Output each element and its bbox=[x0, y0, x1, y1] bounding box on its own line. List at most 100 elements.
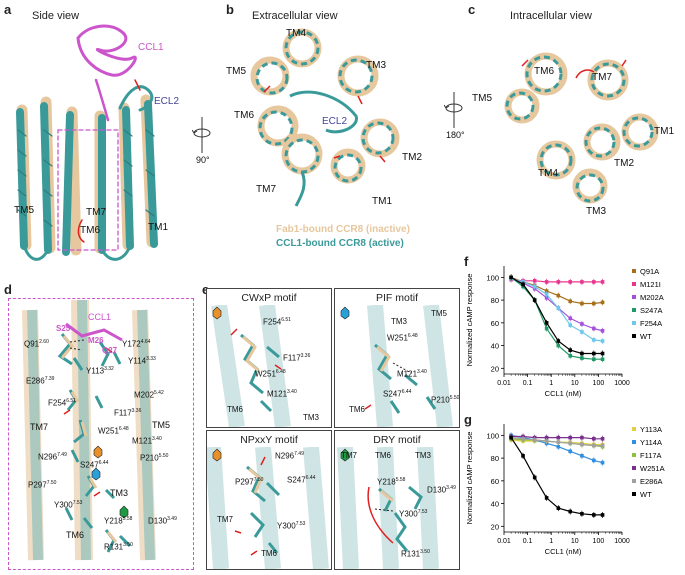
legend-marker bbox=[632, 427, 636, 431]
legend-label: F254A bbox=[640, 319, 662, 328]
res-s247: S2476.44 bbox=[80, 460, 109, 470]
res-y113: Y1133.32 bbox=[86, 366, 114, 376]
dry-label-2: D1303.49 bbox=[427, 485, 456, 495]
pif-label-1: W2516.48 bbox=[387, 333, 418, 343]
chart-g: 20 40 60 80 100 0.01 0.1 1 10 100 1000 CCL1 (nM) Nor… bbox=[465, 424, 665, 556]
data-point-wt bbox=[556, 506, 561, 510]
panel-d-frame bbox=[8, 298, 194, 570]
dry-tm-1: TM7 bbox=[341, 451, 357, 460]
npxxy-label-1: N2967.49 bbox=[275, 451, 304, 461]
motif-dry-art bbox=[337, 447, 439, 569]
res-w251: W2516.48 bbox=[98, 426, 129, 436]
data-point-f254a bbox=[568, 323, 573, 327]
panel-b-tm1: TM1 bbox=[372, 196, 392, 207]
data-point-m202a bbox=[600, 329, 605, 333]
x-tick-label: 1 bbox=[549, 380, 553, 387]
panel-d-tm3: TM3 bbox=[110, 488, 128, 498]
y-tick-label: 20 bbox=[491, 522, 499, 531]
motif-cwxp-title: CWxP motif bbox=[241, 292, 297, 304]
panel-b-tm2: TM2 bbox=[402, 152, 422, 163]
panel-c-tm4: TM4 bbox=[538, 168, 558, 179]
res-y114: Y1143.33 bbox=[128, 356, 156, 366]
pif-tm-2: TM5 bbox=[431, 309, 447, 318]
x-axis-label: CCL1 (nM) bbox=[545, 389, 582, 398]
data-point-e286a bbox=[568, 441, 573, 446]
data-point-wt bbox=[592, 513, 596, 517]
panel-c-tm6: TM6 bbox=[534, 66, 554, 77]
cwxp-tm-2: TM3 bbox=[303, 413, 319, 422]
legend-marker bbox=[632, 334, 636, 338]
panel-b-tm4: TM4 bbox=[286, 28, 306, 39]
x-tick-label: 100 bbox=[593, 380, 605, 387]
panel-b-ecl2: ECL2 bbox=[322, 116, 348, 127]
y-tick-label: 60 bbox=[491, 477, 499, 486]
panel-g-letter: g bbox=[464, 412, 472, 427]
data-point-f254a bbox=[556, 306, 561, 310]
data-point-wt bbox=[580, 512, 584, 516]
motif-dry: DRY motif Y2185.58 D1303.49 Y3007.53 R13… bbox=[334, 430, 460, 570]
res-p297: P2977.50 bbox=[28, 480, 57, 490]
x-axis-label: CCL1 (nM) bbox=[545, 547, 582, 556]
panel-a-tm6: TM6 bbox=[80, 225, 100, 236]
res-f254: F2546.51 bbox=[48, 398, 76, 408]
res-m202: M2025.42 bbox=[134, 390, 164, 400]
legend-label: Y113A bbox=[640, 425, 662, 434]
panel-d-tm6: TM6 bbox=[66, 530, 84, 540]
rotate-180-label: 180° bbox=[446, 130, 465, 140]
npxxy-tm-1: TM7 bbox=[217, 515, 233, 524]
res-y172: Y1724.64 bbox=[122, 339, 151, 349]
legend-marker bbox=[632, 282, 636, 286]
data-point-wt bbox=[532, 298, 537, 302]
motif-dry-title: DRY motif bbox=[373, 434, 421, 446]
data-point-y114a bbox=[592, 458, 596, 463]
rotate-90-icon bbox=[192, 117, 211, 153]
data-point-e286a bbox=[521, 436, 525, 441]
data-point-y114a bbox=[568, 449, 573, 454]
motif-npxxy-art bbox=[207, 447, 329, 569]
data-point-wt bbox=[521, 282, 525, 286]
legend-marker bbox=[632, 440, 636, 444]
dry-label-4: R1313.50 bbox=[401, 549, 430, 559]
y-tick-label: 40 bbox=[491, 342, 499, 351]
rotate-90-label: 90° bbox=[196, 155, 210, 165]
panel-a-ecl2-label: ECL2 bbox=[154, 96, 180, 107]
pif-tm-3: TM6 bbox=[349, 405, 365, 414]
panel-d-tm5: TM5 bbox=[152, 420, 170, 430]
data-point-q91a bbox=[568, 299, 573, 304]
legend-active: CCL1-bound CCR8 (active) bbox=[276, 238, 404, 249]
res-q91: Q912.60 bbox=[24, 339, 49, 349]
legend-label: W251A bbox=[640, 464, 665, 473]
panel-a-tm7: TM7 bbox=[86, 207, 106, 218]
x-tick-label: 1 bbox=[549, 538, 553, 545]
pif-label-2: M1213.40 bbox=[397, 369, 427, 379]
legend-label: WT bbox=[640, 490, 652, 499]
res-p210: P2105.50 bbox=[140, 453, 169, 463]
npxxy-label-3: S2476.44 bbox=[287, 475, 316, 485]
data-point-m202a bbox=[544, 296, 549, 300]
data-point-wt bbox=[544, 321, 549, 325]
side-view-structure bbox=[16, 24, 158, 261]
data-point-y114a bbox=[556, 444, 561, 449]
dry-tm-3: TM3 bbox=[415, 451, 431, 460]
legend-marker bbox=[632, 466, 636, 470]
panel-e-letter: e bbox=[202, 282, 209, 297]
panel-c-tm3: TM3 bbox=[586, 206, 606, 217]
dry-label-1: Y2185.58 bbox=[377, 477, 406, 487]
data-point-f254a bbox=[592, 338, 596, 342]
legend-marker bbox=[632, 308, 636, 312]
data-point-wt bbox=[521, 454, 525, 458]
y-axis-label: Normalized cAMP response bbox=[465, 274, 474, 367]
data-point-wt bbox=[600, 513, 605, 517]
legend-label: E286A bbox=[640, 477, 663, 486]
motif-cwxp-art bbox=[211, 305, 291, 427]
data-point-w251a bbox=[568, 435, 573, 440]
x-tick-label: 0.01 bbox=[497, 380, 511, 387]
pif-tm-1: TM3 bbox=[391, 317, 407, 326]
legend-label: F117A bbox=[640, 451, 662, 460]
data-point-m202a bbox=[580, 322, 584, 326]
data-point-f254a bbox=[532, 284, 537, 289]
data-point-wt bbox=[509, 275, 513, 280]
x-tick-label: 1000 bbox=[614, 380, 630, 387]
data-point-w251a bbox=[580, 435, 584, 440]
legend-label: Q91A bbox=[640, 267, 659, 276]
